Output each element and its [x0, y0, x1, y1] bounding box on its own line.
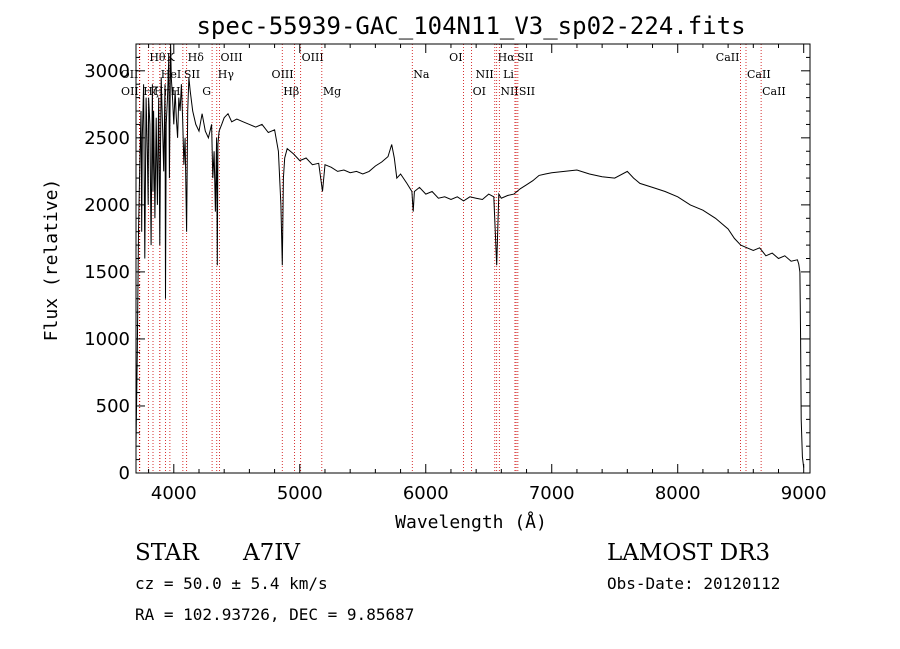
x-tick-label-1: 5000	[277, 483, 323, 504]
line-label-22: NII	[500, 85, 518, 98]
line-label-20: Hα	[498, 51, 516, 64]
y-axis-ticks: 0 500 1000 1500 2000 2500 3000	[84, 56, 810, 484]
line-label-9: Hδ	[188, 51, 205, 64]
line-label-27: CaII	[747, 68, 771, 81]
line-label-13: Hβ	[283, 85, 299, 98]
x-axis-ticks: 4000 5000 6000 7000 8000 9000	[148, 44, 827, 504]
x-tick-label-3: 7000	[529, 483, 575, 504]
x-tick-label-5: 9000	[781, 483, 827, 504]
redshift-velocity: cz = 50.0 ± 5.4 km/s	[135, 574, 328, 593]
survey-name: LAMOST DR3	[607, 540, 771, 566]
line-label-11: Hγ	[218, 68, 235, 81]
spectrum-line	[135, 43, 805, 468]
y-tick-label-2: 1000	[84, 329, 130, 350]
y-tick-label-6: 3000	[84, 61, 130, 82]
y-tick-label-5: 2500	[84, 128, 130, 149]
line-label-8: SII	[184, 68, 200, 81]
line-label-17: Na	[413, 68, 430, 81]
object-subclass: A7IV	[243, 540, 300, 566]
chart-title: spec-55939-GAC_104N11_V3_sp02-224.fits	[196, 12, 745, 40]
line-label-4: Hζ	[143, 85, 159, 98]
line-label-3: Hη	[154, 85, 170, 98]
y-tick-label-1: 500	[96, 396, 130, 417]
line-label-14: OIII	[302, 51, 324, 64]
y-tick-label-0: 0	[119, 463, 130, 484]
y-axis-label: Flux (relative)	[41, 179, 62, 342]
line-label-16: Mg	[323, 85, 341, 98]
line-label-7: H	[171, 85, 181, 98]
line-label-10: OIII	[221, 51, 243, 64]
line-label-0: OII	[121, 68, 139, 81]
coordinates: RA = 102.93726, DEC = 9.85687	[135, 605, 415, 624]
x-tick-label-2: 6000	[403, 483, 449, 504]
plot-frame	[135, 43, 811, 474]
y-tick-label-3: 1500	[84, 262, 130, 283]
line-label-2: Hθ	[149, 51, 166, 64]
x-axis-label: Wavelength (Å)	[395, 511, 547, 533]
line-label-15: OIII	[272, 68, 294, 81]
x-tick-label-4: 8000	[655, 483, 701, 504]
line-label-24: Li	[503, 68, 514, 81]
line-label-23: SII	[517, 51, 533, 64]
line-label-19: OI	[473, 85, 486, 98]
object-class: STAR	[135, 540, 199, 566]
line-label-25: SII	[519, 85, 535, 98]
line-label-28: CaII	[762, 85, 786, 98]
y-tick-label-4: 2000	[84, 195, 130, 216]
line-label-12: G	[202, 85, 211, 98]
line-label-1: OII	[121, 85, 139, 98]
line-label-26: CaII	[716, 51, 740, 64]
line-label-18: OI	[449, 51, 462, 64]
x-tick-label-0: 4000	[151, 483, 197, 504]
line-label-21: NII	[475, 68, 493, 81]
observation-date: Obs-Date: 20120112	[607, 574, 781, 593]
